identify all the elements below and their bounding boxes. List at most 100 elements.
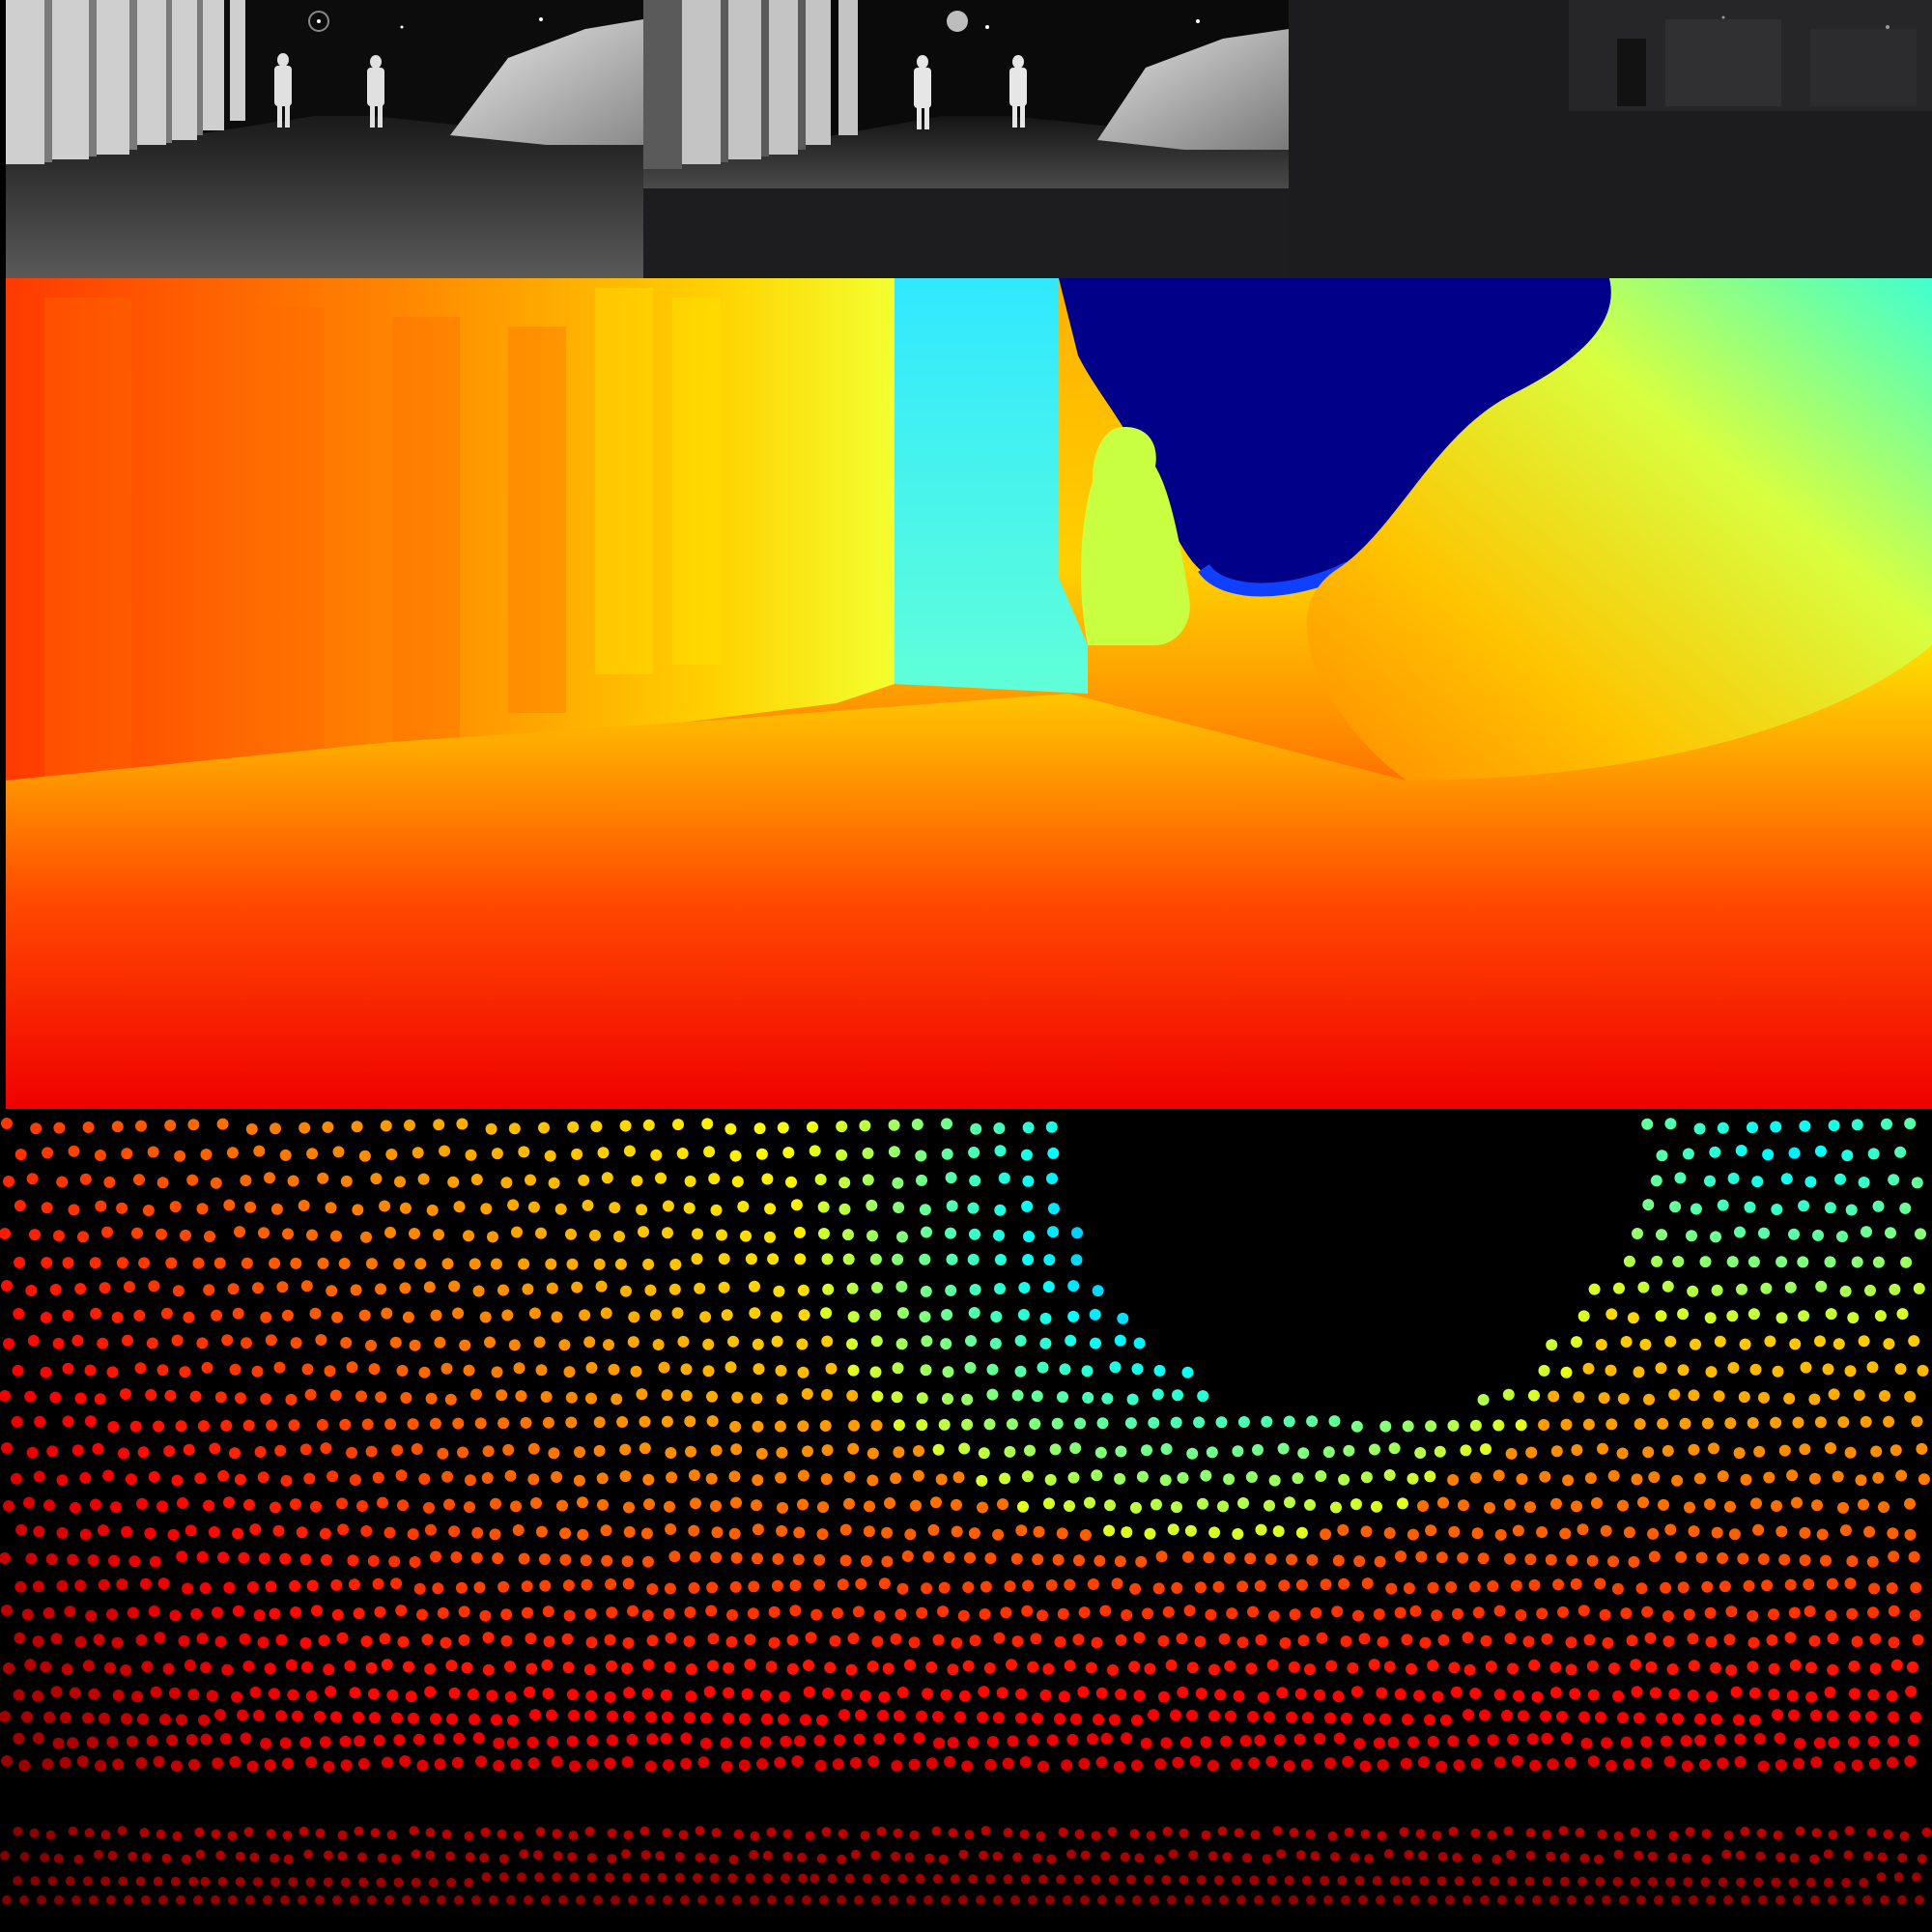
lidar-point bbox=[1040, 1313, 1052, 1324]
depth-map-image bbox=[6, 278, 1932, 1109]
lidar-point bbox=[1715, 1336, 1726, 1348]
lidar-point bbox=[1067, 1280, 1079, 1292]
lidar-point bbox=[1184, 1895, 1194, 1905]
lidar-point bbox=[209, 1526, 220, 1538]
lidar-point bbox=[816, 1715, 828, 1726]
lidar-point bbox=[177, 1497, 188, 1509]
lidar-point bbox=[658, 1873, 668, 1883]
lidar-point bbox=[1516, 1419, 1527, 1431]
lidar-point bbox=[214, 1258, 226, 1269]
lidar-point bbox=[980, 1608, 991, 1620]
lidar-point bbox=[970, 1634, 981, 1646]
lidar-point bbox=[1717, 1552, 1728, 1564]
lidar-point bbox=[487, 1231, 498, 1242]
lidar-point bbox=[1712, 1285, 1723, 1296]
lidar-point bbox=[1097, 1895, 1107, 1905]
lidar-point bbox=[182, 1583, 193, 1595]
lidar-point bbox=[337, 1523, 349, 1535]
lidar-point bbox=[1684, 1608, 1695, 1620]
lidar-point bbox=[607, 1735, 618, 1747]
lidar-point bbox=[961, 1394, 973, 1406]
lidar-point bbox=[994, 1283, 1006, 1294]
lidar-point bbox=[151, 1687, 162, 1698]
lidar-point bbox=[1897, 1895, 1907, 1905]
lidar-point bbox=[291, 1337, 302, 1349]
lidar-point bbox=[1825, 1442, 1836, 1454]
lidar-point bbox=[462, 1662, 473, 1674]
lidar-point bbox=[324, 1851, 333, 1861]
lidar-point bbox=[229, 1756, 241, 1768]
lidar-point bbox=[684, 1635, 696, 1647]
lidar-point bbox=[1436, 1551, 1448, 1563]
lidar-point bbox=[1805, 1662, 1817, 1673]
lidar-point bbox=[1276, 1687, 1288, 1698]
lidar-point bbox=[578, 1175, 589, 1186]
lidar-point bbox=[534, 1872, 544, 1882]
lidar-point bbox=[1351, 1421, 1363, 1433]
lidar-point bbox=[1656, 1362, 1667, 1374]
lidar-point bbox=[779, 1690, 790, 1702]
lidar-point bbox=[636, 1204, 647, 1215]
lidar-point bbox=[1664, 1524, 1676, 1536]
lidar-point bbox=[13, 1365, 24, 1377]
lidar-point bbox=[824, 1662, 836, 1673]
lidar-point bbox=[1630, 1659, 1641, 1670]
lidar-point bbox=[744, 1659, 755, 1670]
lidar-point bbox=[1023, 1122, 1035, 1133]
lidar-point bbox=[1645, 1633, 1657, 1644]
lidar-point bbox=[269, 1688, 280, 1699]
lidar-point bbox=[1286, 1712, 1297, 1723]
lidar-point bbox=[473, 1286, 485, 1297]
lidar-point bbox=[386, 1690, 398, 1701]
lidar-point bbox=[1401, 1758, 1412, 1770]
lidar-point bbox=[357, 1853, 367, 1862]
lidar-point bbox=[661, 1690, 672, 1701]
lidar-point bbox=[1488, 1734, 1499, 1746]
lidar-point bbox=[188, 1759, 200, 1771]
lidar-point bbox=[1528, 1660, 1540, 1671]
lidar-point bbox=[840, 1555, 852, 1567]
lidar-point bbox=[1634, 1418, 1646, 1430]
lidar-point bbox=[53, 1230, 65, 1241]
lidar-point bbox=[941, 1690, 952, 1701]
lidar-point bbox=[942, 1393, 953, 1405]
lidar-point bbox=[708, 1173, 720, 1184]
lidar-point bbox=[722, 1761, 733, 1773]
lidar-point bbox=[344, 1661, 355, 1672]
lidar-point bbox=[1506, 1448, 1518, 1460]
lidar-point bbox=[34, 1416, 45, 1428]
lidar-point bbox=[369, 1363, 381, 1375]
lidar-point bbox=[1908, 1735, 1919, 1747]
lidar-point bbox=[631, 1366, 642, 1378]
lidar-point bbox=[1134, 1690, 1146, 1701]
lidar-point bbox=[642, 1609, 654, 1621]
lidar-point bbox=[522, 1284, 533, 1295]
lidar-point bbox=[1809, 1635, 1821, 1647]
lidar-point bbox=[596, 1281, 608, 1293]
lidar-point bbox=[1353, 1555, 1365, 1567]
lidar-point bbox=[1559, 1528, 1571, 1540]
lidar-point bbox=[1601, 1525, 1612, 1537]
lidar-point bbox=[1702, 1855, 1712, 1864]
lidar-point bbox=[1487, 1580, 1498, 1592]
lidar-point bbox=[236, 1877, 245, 1887]
lidar-point bbox=[871, 1335, 883, 1347]
lidar-point bbox=[767, 1895, 777, 1905]
lidar-point bbox=[416, 1760, 428, 1772]
lidar-point bbox=[1086, 1662, 1097, 1674]
lidar-point bbox=[271, 1204, 283, 1215]
lidar-point bbox=[1028, 1895, 1037, 1905]
lidar-point bbox=[1276, 1849, 1286, 1859]
lidar-point bbox=[753, 1523, 764, 1535]
lidar-point bbox=[1895, 1363, 1907, 1375]
lidar-point bbox=[1254, 1895, 1264, 1905]
lidar-point bbox=[1342, 1756, 1353, 1768]
lidar-point bbox=[1664, 1756, 1676, 1768]
lidar-point bbox=[1740, 1339, 1751, 1350]
lidar-point bbox=[1862, 1895, 1872, 1905]
lidar-point bbox=[253, 1710, 265, 1721]
lidar-point bbox=[1585, 1472, 1597, 1484]
lidar-point bbox=[182, 1855, 191, 1864]
lidar-point bbox=[332, 1609, 344, 1621]
lidar-point bbox=[95, 1760, 106, 1772]
